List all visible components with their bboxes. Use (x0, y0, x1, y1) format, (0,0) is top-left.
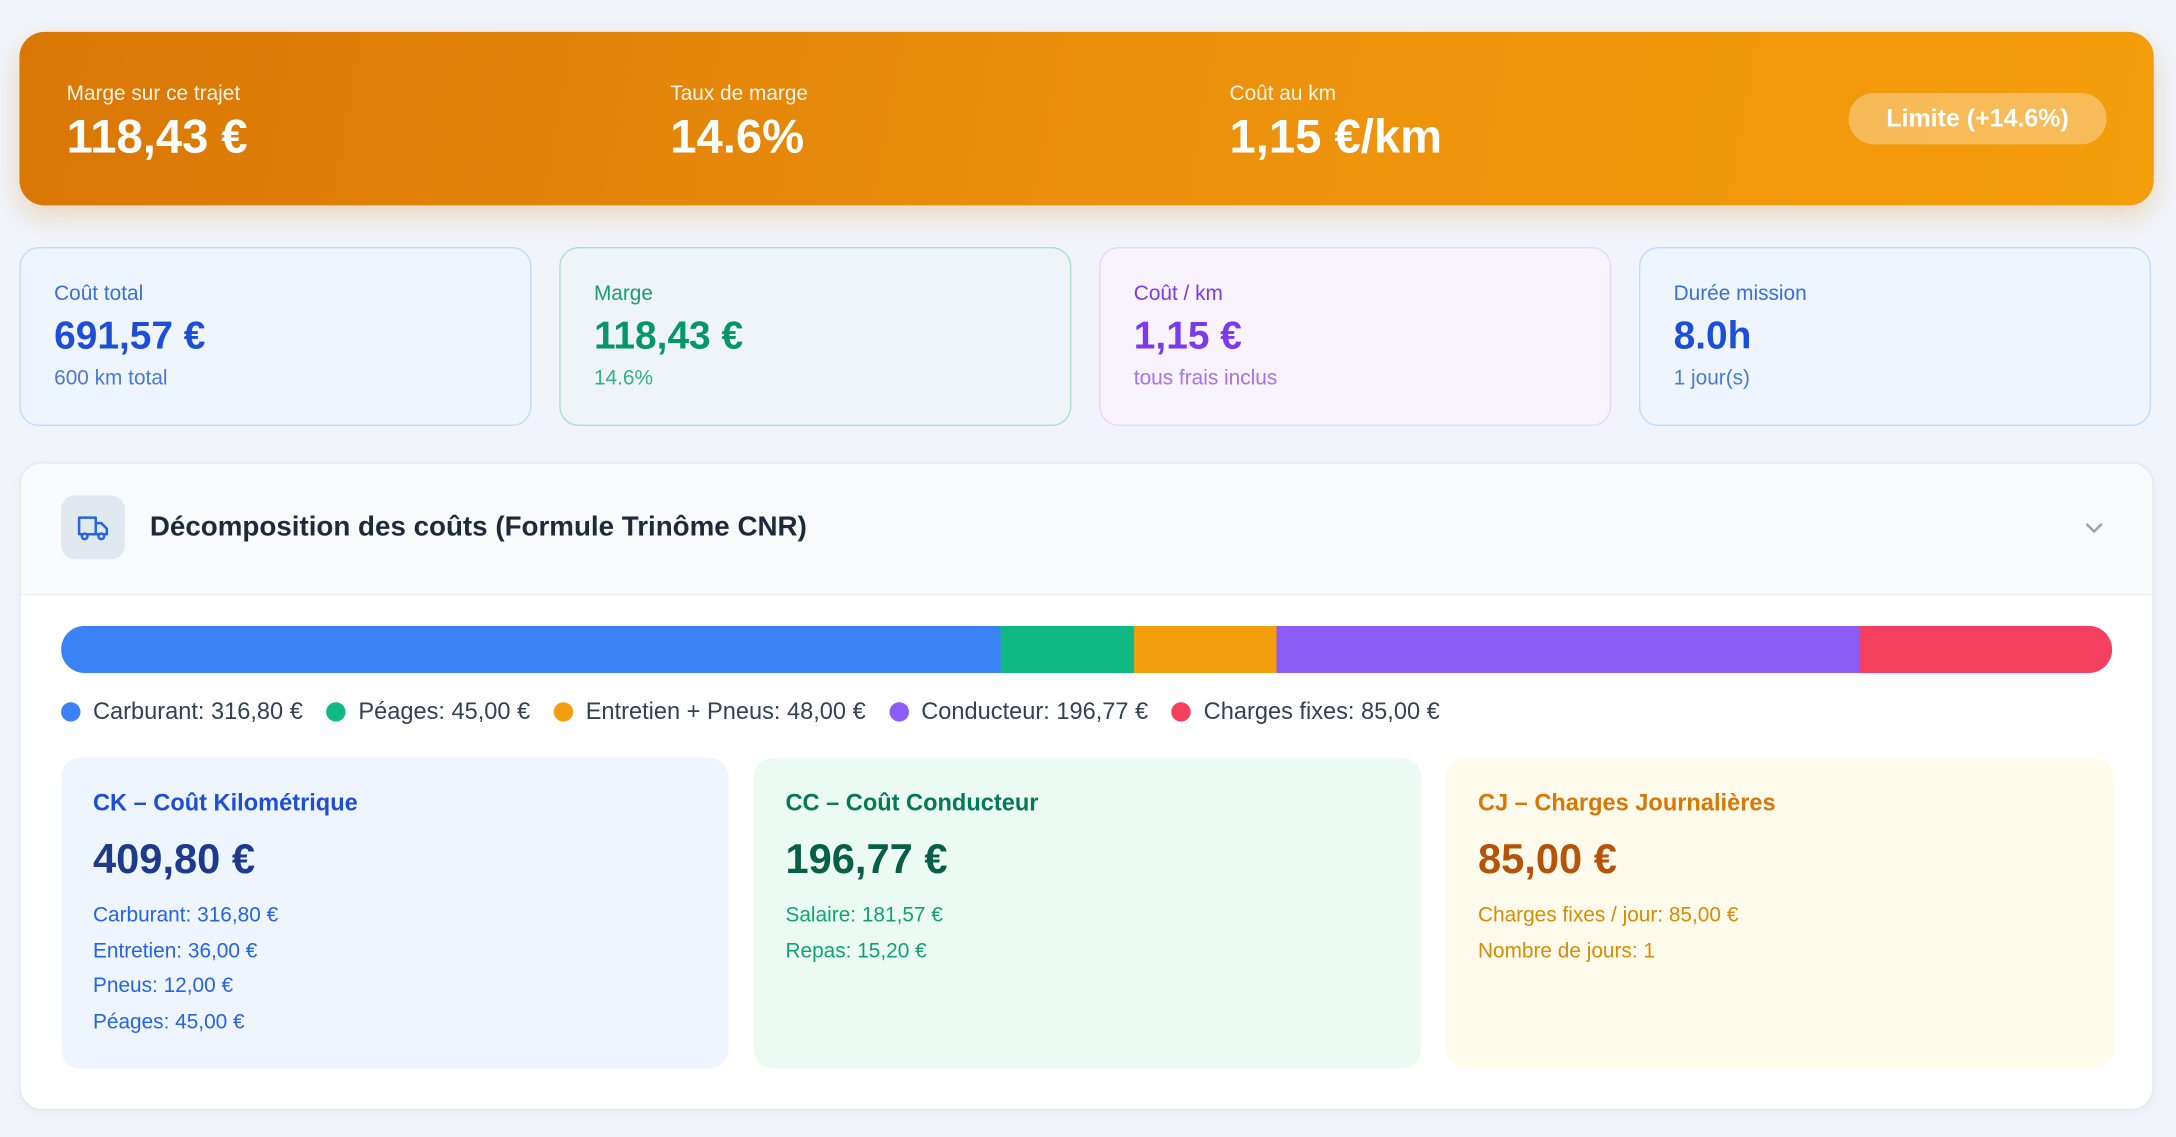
panel-title: Décomposition des coûts (Formule Trinôme… (149, 512, 807, 543)
legend-label: Péages: 45,00 € (358, 698, 531, 725)
banner-value: 118,43 € (66, 111, 248, 164)
card-total: 85,00 € (1477, 836, 1617, 883)
card-line: Péages: 45,00 € (92, 1009, 245, 1034)
stat-sub: 14.6% (593, 366, 654, 390)
legend-dot (61, 702, 81, 722)
legend-dot (1171, 702, 1192, 722)
card-total: 196,77 € (785, 836, 948, 883)
bar-segment (1000, 625, 1135, 674)
stat-value: 118,43 € (593, 313, 744, 357)
card-line: Nombre de jours: 1 (1477, 938, 1655, 963)
stat-card: Marge 118,43 € 14.6% (559, 247, 1072, 427)
cost-card: CJ – Charges Journalières 85,00 € Charge… (1446, 757, 2114, 1069)
collapse-chevron[interactable] (2083, 516, 2105, 538)
stat-sub: 600 km total (54, 366, 168, 390)
banner-item: Coût au km 1,15 €/km (1230, 82, 1443, 165)
stat-label: Durée mission (1673, 281, 1807, 306)
card-title: CJ – Charges Journalières (1477, 789, 1776, 817)
stat-card: Coût / km 1,15 € tous frais inclus (1099, 247, 1612, 427)
card-line: Pneus: 12,00 € (92, 974, 234, 998)
banner-value: 1,15 €/km (1229, 111, 1443, 164)
banner-item: Marge sur ce trajet 118,43 € (67, 82, 248, 165)
card-line: Charges fixes / jour: 85,00 € (1477, 903, 1739, 928)
card-lines: Charges fixes / jour: 85,00 € Nombre de j… (1478, 898, 2082, 969)
stat-card: Coût total 691,57 € 600 km total (19, 247, 532, 427)
legend-item: Péages: 45,00 € (326, 698, 530, 726)
breakdown-panel: Décomposition des coûts (Formule Trinôme… (19, 462, 2154, 1111)
bar-segment (1860, 625, 2113, 674)
status-badge: Limite (+14.6%) (1848, 92, 2107, 145)
bar-segment (61, 625, 1002, 674)
bar-segment (1134, 625, 1278, 674)
cost-card: CC – Coût Conducteur 196,77 € Salaire: 1… (753, 757, 1422, 1069)
legend-dot (553, 702, 574, 722)
stat-value: 1,15 € (1133, 313, 1242, 357)
stat-sub: tous frais inclus (1133, 366, 1278, 390)
margin-banner: Marge sur ce trajet 118,43 € Taux de mar… (19, 31, 2154, 206)
legend-dot (326, 702, 346, 722)
card-total: 409,80 € (92, 836, 256, 883)
card-line: Salaire: 181,57 € (785, 903, 943, 928)
card-title: CK – Coût Kilométrique (92, 789, 358, 817)
banner-value: 14.6% (670, 111, 805, 164)
legend-label: Conducteur: 196,77 € (921, 698, 1149, 725)
card-title: CC – Coût Conducteur (785, 789, 1039, 817)
card-line: Repas: 15,20 € (785, 938, 927, 963)
truck-icon-svg (77, 516, 109, 541)
card-lines: Carburant: 316,80 € Entretien: 36,00 € Pne… (93, 898, 697, 1040)
panel-header[interactable]: Décomposition des coûts (Formule Trinôme… (20, 463, 2153, 596)
legend-item: Entretien + Pneus: 48,00 € (553, 698, 866, 726)
banner-label: Taux de marge (670, 81, 809, 106)
banner-item: Taux de marge 14.6% (670, 82, 808, 165)
stat-sub: 1 jour(s) (1673, 366, 1750, 390)
cost-bar-svg (61, 625, 2113, 674)
stat-value: 691,57 € (54, 313, 206, 357)
card-line: Entretien: 36,00 € (92, 938, 258, 963)
legend-label: Carburant: 316,80 € (92, 698, 303, 725)
stat-card: Durée mission 8.0h 1 jour(s) (1638, 247, 2152, 427)
legend-dot (889, 702, 909, 722)
card-line: Carburant: 316,80 € (92, 903, 279, 928)
legend-item: Conducteur: 196,77 € (889, 698, 1148, 726)
stat-value: 8.0h (1673, 313, 1752, 357)
cost-bar (61, 625, 2113, 674)
legend: Carburant: 316,80 € Péages: 45,00 € Entret… (61, 698, 1463, 729)
stat-label: Coût total (54, 281, 144, 306)
legend-item: Charges fixes: 85,00 € (1171, 698, 1440, 726)
banner-label: Coût au km (1229, 81, 1337, 106)
cost-card: CK – Coût Kilométrique 409,80 € Carburan… (61, 757, 729, 1069)
truck-icon (61, 495, 125, 560)
bar-segment (1276, 625, 1861, 674)
card-lines: Salaire: 181,57 € Repas: 15,20 € (785, 898, 1389, 969)
stat-label: Marge (593, 281, 653, 306)
legend-label: Charges fixes: 85,00 € (1203, 698, 1440, 725)
stat-label: Coût / km (1133, 281, 1223, 306)
legend-item: Carburant: 316,80 € (61, 698, 303, 726)
legend-label: Entretien + Pneus: 48,00 € (585, 698, 866, 725)
banner-label: Marge sur ce trajet (66, 81, 241, 106)
